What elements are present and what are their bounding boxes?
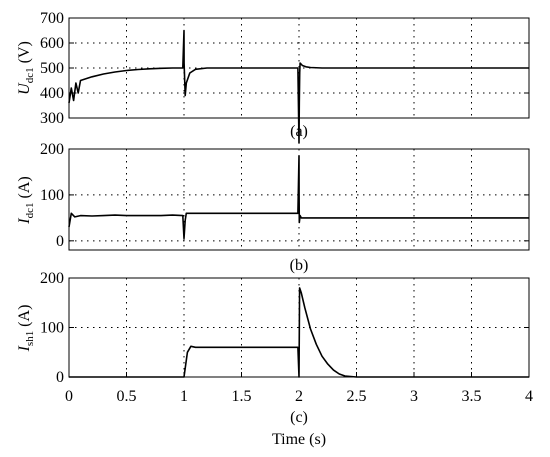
panel-b-caption: (b) [290,257,309,274]
panel-a-ylabel: Udc1(V) [16,41,36,95]
x-tick-label: 3.5 [462,388,482,405]
panel-c-yticks: 0 100 200 [40,270,529,386]
x-tick-label: 0.5 [117,388,137,405]
panel-a-yticks: 300 400 500 600 700 [40,10,529,127]
panel-a-trace [68,29,529,144]
y-tick-label: 200 [40,270,64,287]
panel-b-trace [68,155,529,240]
x-tick-label: 2 [295,388,303,405]
y-tick-label: 500 [40,60,64,77]
y-tick-label: 100 [40,187,64,204]
panel-a: 300 400 500 600 700 Udc1(V) (a) [16,10,530,144]
x-axis-label: Time (s) [272,431,326,448]
y-tick-label: 600 [40,35,64,52]
panel-b-ylabel: Idc1(A) [16,176,36,224]
y-tick-label: 200 [40,141,64,158]
panel-a-caption: (a) [290,123,308,140]
x-tick-label: 1.5 [232,388,252,405]
y-tick-label: 0 [56,369,64,386]
panel-c-caption: (c) [290,409,308,426]
y-tick-label: 100 [40,320,64,337]
x-tick-label: 1 [180,388,188,405]
y-tick-label: 300 [40,110,64,127]
y-tick-label: 700 [40,10,64,27]
panel-b: 0 100 200 Idc1(A) (b) [16,141,530,274]
y-tick-label: 0 [56,233,64,250]
panel-c: 0 100 200 0 0.5 1 1.5 2 2.5 3 3.5 4 Ish1(A) (c) Ti… [16,270,533,448]
x-tick-label: 0 [65,388,73,405]
y-tick-label: 400 [40,85,64,102]
x-tick-label: 4 [525,388,533,405]
panel-b-yticks: 0 100 200 [40,141,529,250]
x-tick-label: 2.5 [347,388,367,405]
panel-c-xticks: 0 0.5 1 1.5 2 2.5 3 3.5 4 [65,372,533,405]
panel-c-trace [69,287,529,378]
x-tick-label: 3 [410,388,418,405]
panel-c-ylabel: Ish1(A) [16,305,36,353]
